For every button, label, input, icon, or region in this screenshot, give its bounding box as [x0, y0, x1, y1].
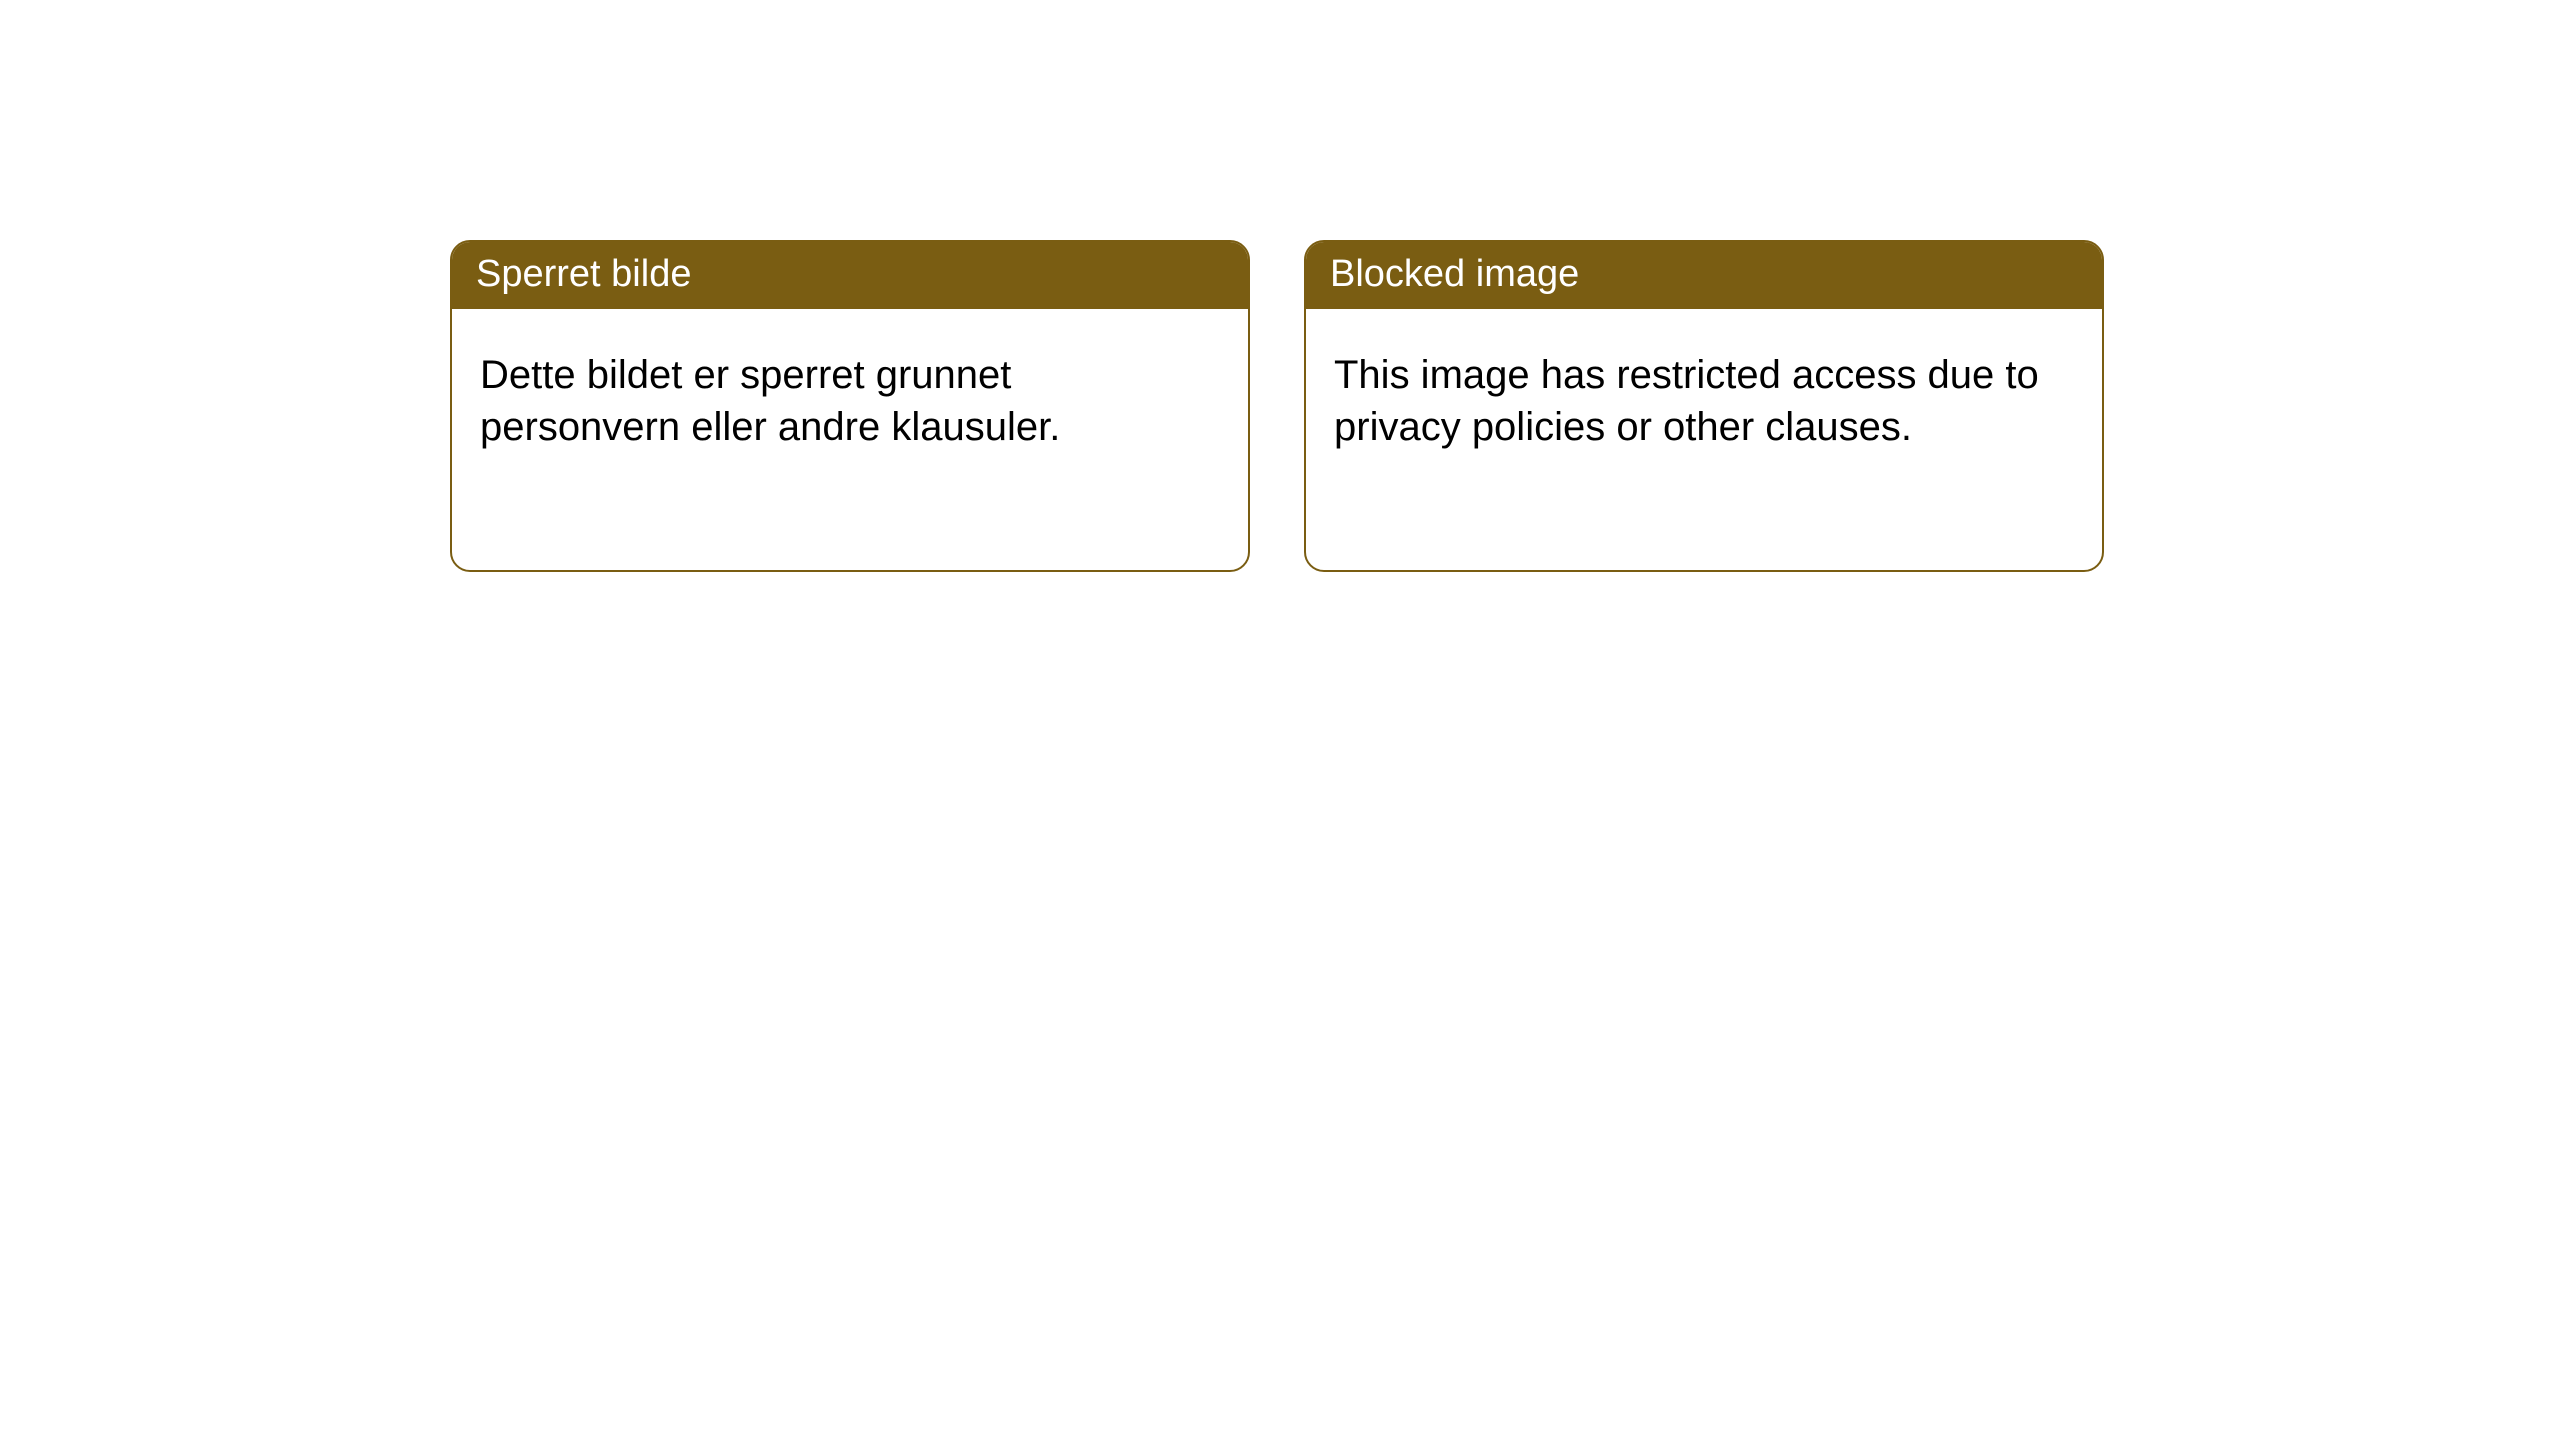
notice-header: Sperret bilde	[452, 242, 1248, 309]
notice-container: Sperret bilde Dette bildet er sperret gr…	[0, 0, 2560, 572]
notice-header: Blocked image	[1306, 242, 2102, 309]
notice-card-norwegian: Sperret bilde Dette bildet er sperret gr…	[450, 240, 1250, 572]
notice-body: This image has restricted access due to …	[1306, 309, 2102, 481]
notice-card-english: Blocked image This image has restricted …	[1304, 240, 2104, 572]
notice-body: Dette bildet er sperret grunnet personve…	[452, 309, 1248, 481]
